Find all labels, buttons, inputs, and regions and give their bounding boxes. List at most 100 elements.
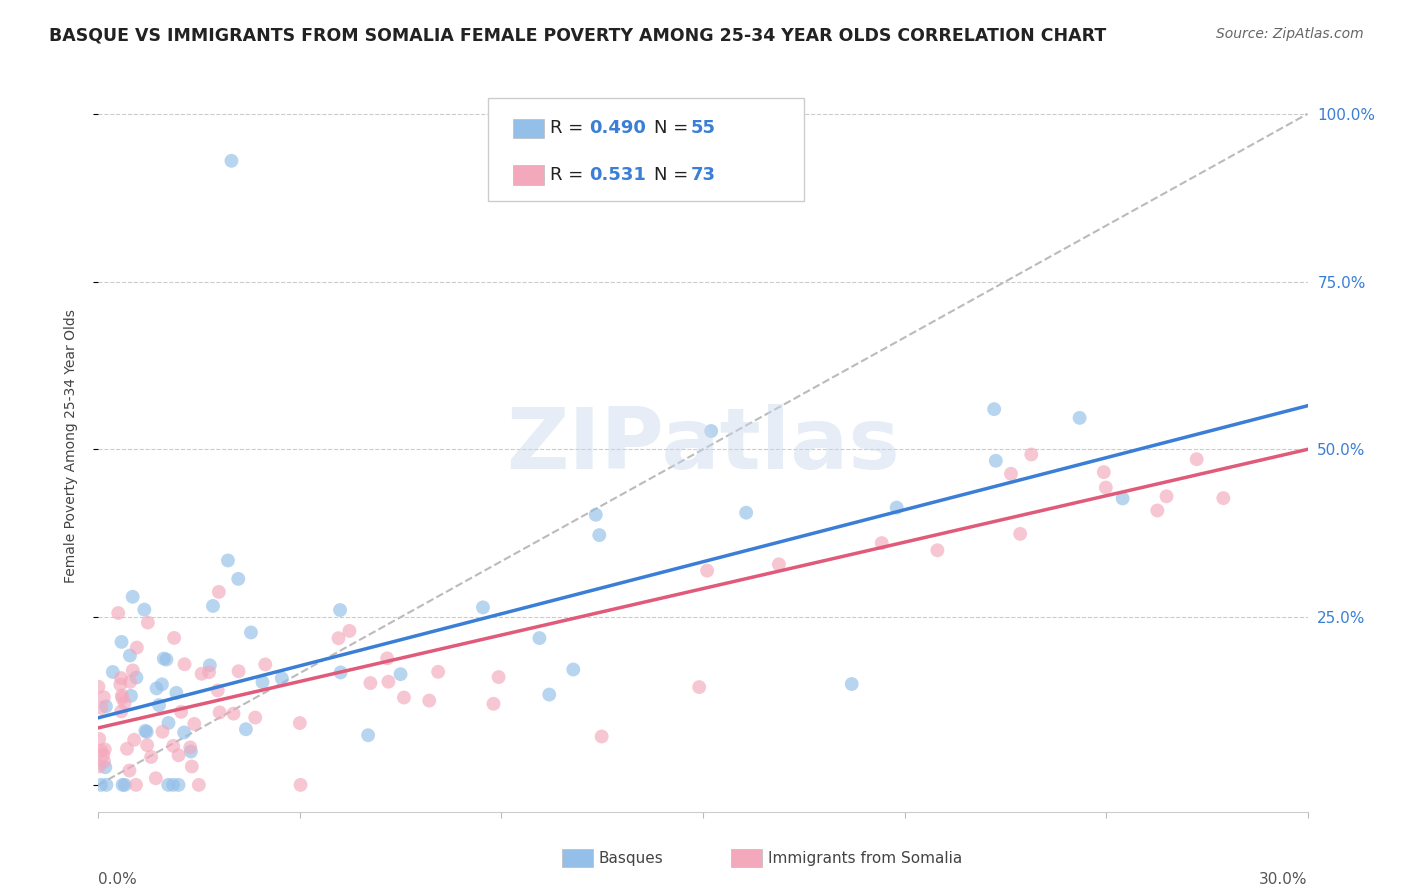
Point	[886, 500, 908, 515]
Text: N =: N =	[654, 120, 693, 137]
Point	[482, 697, 505, 711]
Point	[418, 693, 440, 707]
Point	[115, 741, 138, 756]
Point	[198, 658, 221, 673]
Point	[359, 676, 381, 690]
Point	[94, 699, 117, 714]
Point	[136, 738, 159, 752]
Point	[375, 651, 398, 665]
Point	[591, 730, 613, 744]
Point	[389, 667, 412, 681]
Point	[125, 778, 148, 792]
Point	[588, 528, 610, 542]
Point	[488, 670, 510, 684]
Point	[290, 778, 312, 792]
Point	[529, 631, 551, 645]
Point	[157, 715, 180, 730]
Point	[94, 760, 117, 774]
Point	[155, 652, 177, 666]
Point	[208, 585, 231, 599]
Point	[153, 651, 176, 665]
Point	[111, 691, 134, 706]
Point	[538, 688, 561, 702]
Point	[239, 625, 262, 640]
Point	[170, 705, 193, 719]
Text: BASQUE VS IMMIGRANTS FROM SOMALIA FEMALE POVERTY AMONG 25-34 YEAR OLDS CORRELATI: BASQUE VS IMMIGRANTS FROM SOMALIA FEMALE…	[49, 27, 1107, 45]
Point	[288, 716, 311, 731]
Point	[1146, 503, 1168, 517]
Point	[1156, 489, 1178, 503]
Point	[1069, 410, 1091, 425]
Text: Source: ZipAtlas.com: Source: ZipAtlas.com	[1216, 27, 1364, 41]
Point	[110, 635, 132, 649]
Point	[357, 728, 380, 742]
Point	[162, 739, 184, 753]
Point	[110, 678, 132, 692]
Point	[110, 705, 132, 719]
Point	[135, 724, 157, 739]
Point	[841, 677, 863, 691]
Text: R =: R =	[550, 166, 589, 184]
Point	[152, 724, 174, 739]
Point	[1000, 467, 1022, 481]
Point	[983, 402, 1005, 417]
Text: 55: 55	[690, 120, 716, 137]
Point	[90, 778, 112, 792]
Point	[89, 731, 111, 746]
Point	[90, 701, 112, 715]
Point	[235, 723, 257, 737]
Point	[1021, 448, 1043, 462]
Point	[221, 153, 243, 168]
Text: 73: 73	[690, 166, 716, 184]
Point	[190, 666, 212, 681]
Point	[93, 755, 115, 769]
Point	[329, 665, 352, 680]
Point	[173, 657, 195, 672]
Point	[226, 572, 249, 586]
Point	[136, 615, 159, 630]
Point	[139, 750, 162, 764]
Point	[585, 508, 607, 522]
Point	[471, 600, 494, 615]
Point	[125, 640, 148, 655]
Point	[252, 675, 274, 690]
Text: 0.490: 0.490	[589, 120, 645, 137]
Point	[122, 732, 145, 747]
Point	[110, 671, 132, 685]
Point	[270, 671, 292, 685]
Point	[134, 723, 156, 738]
Point	[1212, 491, 1234, 505]
Point	[207, 683, 229, 698]
Point	[735, 506, 758, 520]
Point	[94, 742, 117, 756]
Point	[198, 665, 221, 680]
Point	[696, 564, 718, 578]
Point	[121, 664, 143, 678]
Point	[157, 778, 180, 792]
Text: Basques: Basques	[599, 851, 664, 865]
Point	[562, 663, 585, 677]
Y-axis label: Female Poverty Among 25-34 Year Olds: Female Poverty Among 25-34 Year Olds	[63, 309, 77, 583]
Point	[208, 706, 231, 720]
Point	[118, 648, 141, 663]
Point	[984, 454, 1007, 468]
Point	[173, 725, 195, 739]
Point	[148, 698, 170, 712]
Point	[118, 674, 141, 689]
Point	[167, 748, 190, 763]
Point	[180, 759, 202, 773]
Point	[114, 778, 136, 792]
Point	[201, 599, 224, 613]
Point	[1185, 452, 1208, 467]
Point	[145, 771, 167, 785]
Point	[90, 744, 112, 758]
Text: R =: R =	[550, 120, 589, 137]
Point	[145, 681, 167, 696]
Point	[187, 778, 209, 792]
Point	[107, 606, 129, 620]
Point	[183, 717, 205, 731]
Point	[111, 778, 134, 792]
Point	[377, 674, 399, 689]
Point	[1010, 526, 1032, 541]
Point	[179, 740, 201, 755]
